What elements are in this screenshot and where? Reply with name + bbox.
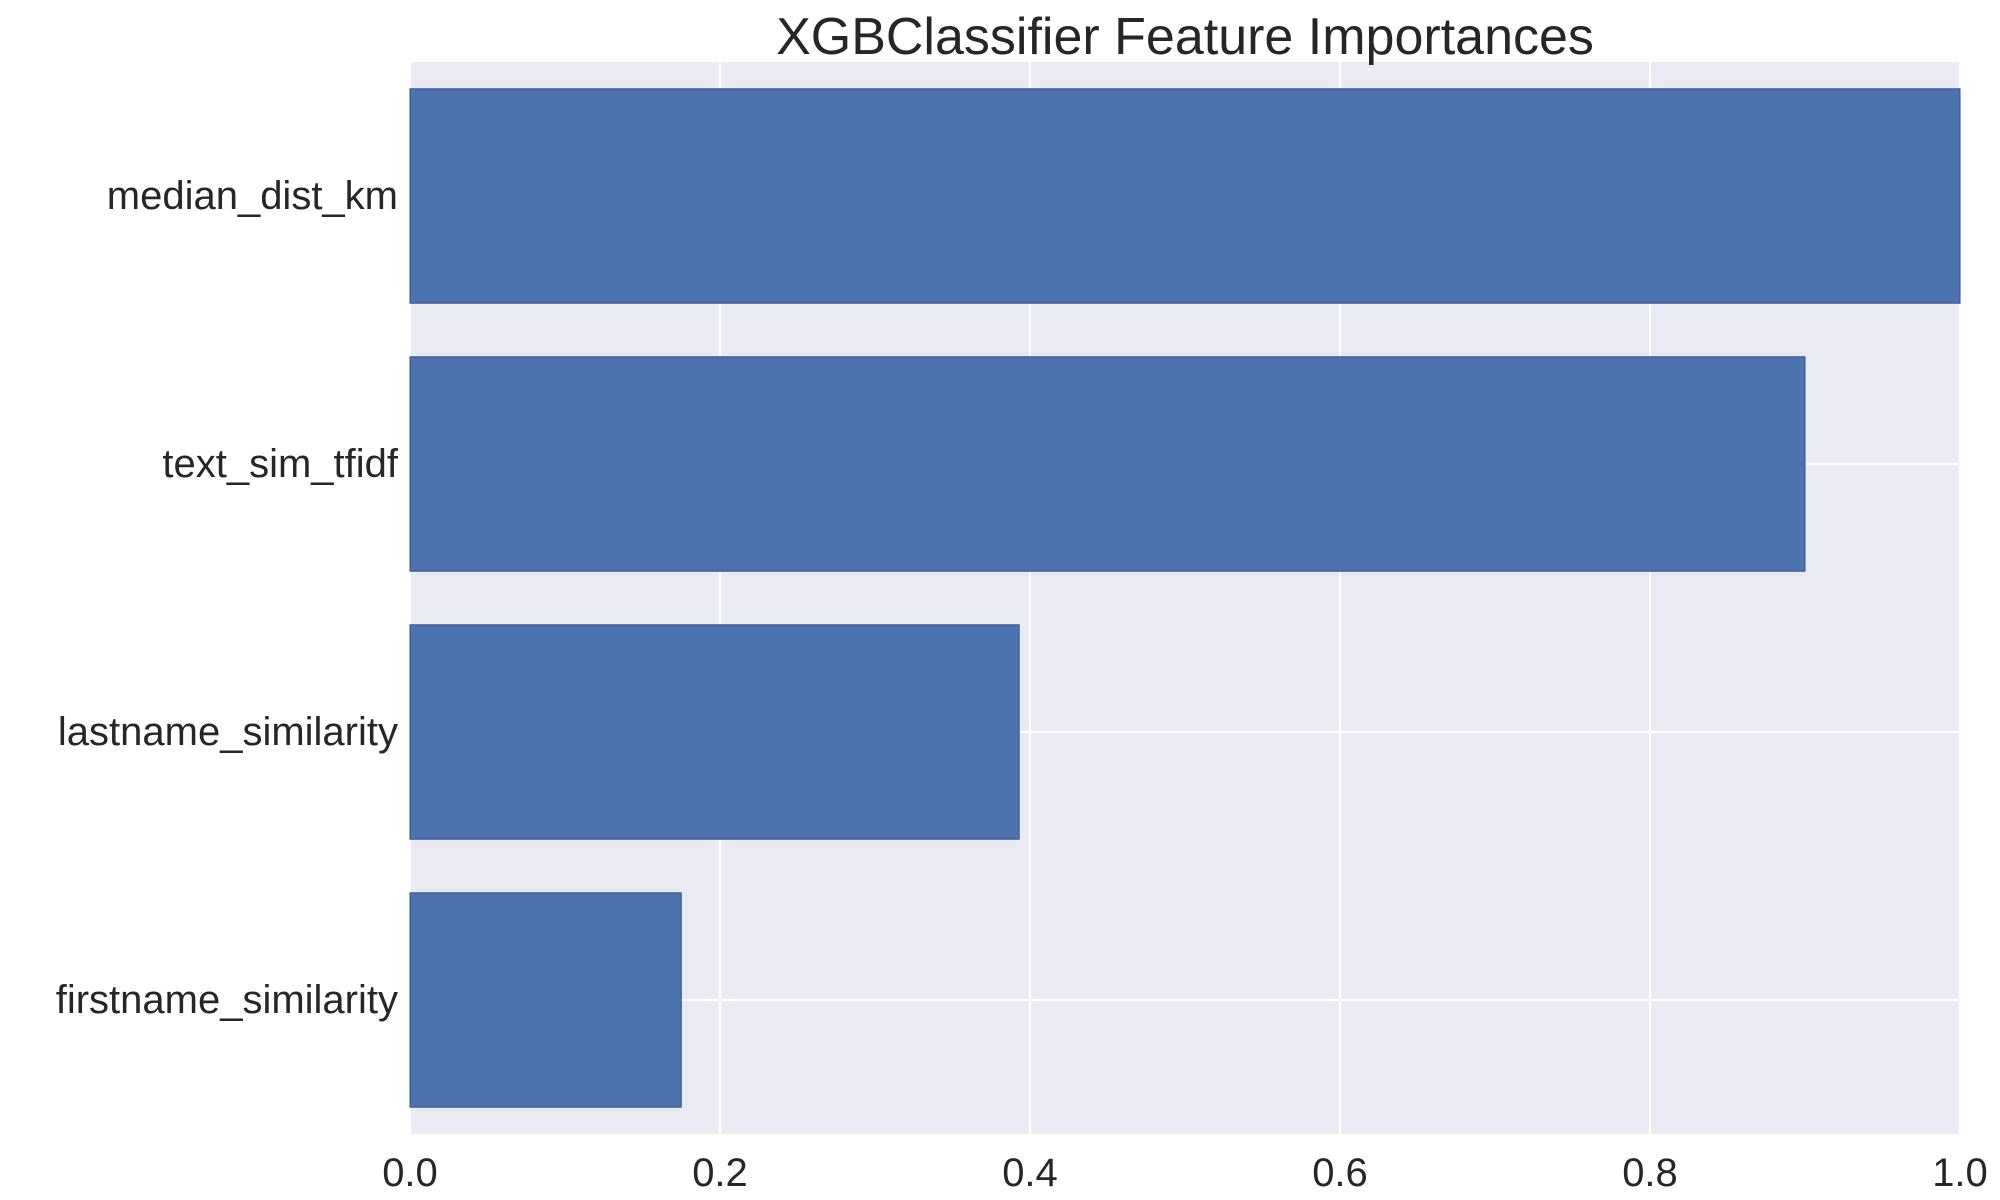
bar-text-sim-tfidf [409,356,1806,572]
bar-lastname-similarity [409,624,1020,840]
x-tick-label: 0.8 [1622,1151,1678,1195]
y-tick-label: median_dist_km [107,174,398,218]
x-tick-labels: 0.0 0.2 0.4 0.6 0.8 1.0 [382,1151,1988,1195]
x-tick-label: 0.4 [1002,1151,1058,1195]
y-tick-label: firstname_similarity [56,978,398,1022]
y-tick-label: lastname_similarity [58,710,398,754]
chart-title: XGBClassifier Feature Importances [776,8,1594,66]
bar-median-dist-km [409,88,1961,304]
y-tick-label: text_sim_tfidf [162,442,399,486]
x-tick-label: 0.0 [382,1151,438,1195]
x-tick-label: 0.2 [692,1151,748,1195]
x-tick-label: 0.6 [1312,1151,1368,1195]
x-tick-label: 1.0 [1932,1151,1988,1195]
bar-firstname-similarity [409,892,682,1108]
y-tick-labels: median_dist_km text_sim_tfidf lastname_sim… [56,174,399,1022]
bars [409,88,1961,1108]
